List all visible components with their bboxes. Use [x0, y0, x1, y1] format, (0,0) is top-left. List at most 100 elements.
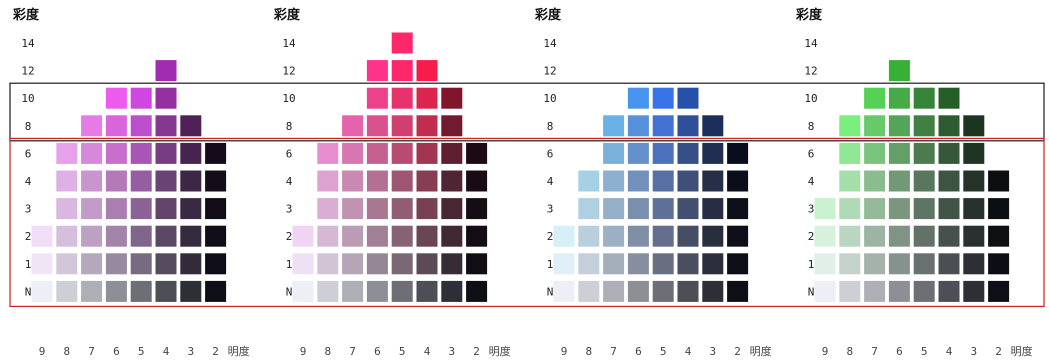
chip-1-8-6	[366, 115, 388, 137]
chip-1-N-3	[441, 280, 463, 302]
chroma-tick-0-14: 14	[21, 37, 35, 50]
chip-2-1-5	[652, 253, 674, 275]
chip-2-4-3	[702, 170, 724, 192]
chip-1-6-6	[366, 142, 388, 164]
chip-1-12-4	[416, 60, 438, 82]
chroma-tick-0-6: 6	[25, 147, 32, 160]
chip-0-3-4	[155, 198, 177, 220]
chip-1-10-6	[366, 87, 388, 109]
chroma-tick-0-3: 3	[25, 203, 32, 216]
chip-2-3-3	[702, 198, 724, 220]
chip-2-8-7	[603, 115, 625, 137]
band-frame-0	[9, 82, 1045, 142]
y-axis-title-0: 彩度	[12, 7, 40, 23]
chip-1-8-5	[391, 115, 413, 137]
chip-0-4-6	[105, 170, 127, 192]
chip-0-3-6	[105, 198, 127, 220]
chip-2-N-5	[652, 280, 674, 302]
chip-0-N-5	[130, 280, 152, 302]
chip-0-4-4	[155, 170, 177, 192]
chroma-tick-0-1: 1	[25, 258, 32, 271]
chip-1-1-4	[416, 253, 438, 275]
chip-3-4-3	[963, 170, 985, 192]
chip-3-N-3	[963, 280, 985, 302]
value-tick-2-5: 5	[660, 345, 667, 358]
chip-2-N-6	[627, 280, 649, 302]
chip-3-6-4	[938, 142, 960, 164]
chip-3-2-6	[888, 225, 910, 247]
chip-2-10-4	[677, 87, 699, 109]
chip-1-N-9	[292, 280, 314, 302]
chip-2-4-8	[578, 170, 600, 192]
value-tick-0-9: 9	[39, 345, 46, 358]
chip-2-2-8	[578, 225, 600, 247]
chip-3-2-9	[814, 225, 836, 247]
value-tick-3-6: 6	[896, 345, 903, 358]
chip-2-1-4	[677, 253, 699, 275]
chip-3-4-5	[913, 170, 935, 192]
chip-1-1-3	[441, 253, 463, 275]
chip-0-10-6	[105, 87, 127, 109]
chip-2-2-6	[627, 225, 649, 247]
chip-0-1-6	[105, 253, 127, 275]
chip-3-10-4	[938, 87, 960, 109]
chip-0-8-3	[180, 115, 202, 137]
chip-2-1-7	[603, 253, 625, 275]
chip-0-2-3	[180, 225, 202, 247]
chip-2-3-2	[727, 198, 749, 220]
chip-0-1-4	[155, 253, 177, 275]
chip-2-6-7	[603, 142, 625, 164]
value-tick-3-9: 9	[822, 345, 829, 358]
chip-1-1-5	[391, 253, 413, 275]
chip-2-1-3	[702, 253, 724, 275]
chip-3-N-2	[988, 280, 1010, 302]
chip-0-1-3	[180, 253, 202, 275]
chip-0-2-2	[205, 225, 227, 247]
chip-1-2-5	[391, 225, 413, 247]
chip-1-4-8	[317, 170, 339, 192]
chroma-tick-2-2: 2	[547, 230, 554, 243]
chip-2-N-9	[553, 280, 575, 302]
chip-0-2-5	[130, 225, 152, 247]
chip-2-10-5	[652, 87, 674, 109]
chip-2-8-5	[652, 115, 674, 137]
chroma-tick-1-4: 4	[286, 175, 293, 188]
chip-1-6-3	[441, 142, 463, 164]
chroma-tick-3-1: 1	[808, 258, 815, 271]
value-tick-2-6: 6	[635, 345, 642, 358]
chip-3-6-5	[913, 142, 935, 164]
chip-3-3-2	[988, 198, 1010, 220]
chip-0-2-9	[31, 225, 53, 247]
chip-3-10-7	[864, 87, 886, 109]
chip-2-2-4	[677, 225, 699, 247]
chip-3-3-5	[913, 198, 935, 220]
chip-2-6-4	[677, 142, 699, 164]
chip-3-2-7	[864, 225, 886, 247]
chip-2-4-6	[627, 170, 649, 192]
chip-2-1-2	[727, 253, 749, 275]
chip-0-2-7	[81, 225, 103, 247]
chroma-tick-3-4: 4	[808, 175, 815, 188]
chroma-tick-3-14: 14	[804, 37, 818, 50]
chip-0-3-2	[205, 198, 227, 220]
chip-1-2-8	[317, 225, 339, 247]
chip-1-8-7	[342, 115, 364, 137]
chip-2-6-3	[702, 142, 724, 164]
chip-3-10-6	[888, 87, 910, 109]
value-tick-2-9: 9	[561, 345, 568, 358]
chip-3-4-8	[839, 170, 861, 192]
chip-1-N-7	[342, 280, 364, 302]
chip-1-1-7	[342, 253, 364, 275]
chroma-tick-3-8: 8	[808, 120, 815, 133]
chip-2-10-6	[627, 87, 649, 109]
chroma-tick-3-10: 10	[804, 92, 817, 105]
chip-0-6-6	[105, 142, 127, 164]
chip-0-1-5	[130, 253, 152, 275]
chip-1-2-2	[466, 225, 488, 247]
chip-1-3-4	[416, 198, 438, 220]
chroma-tick-2-14: 14	[543, 37, 557, 50]
chip-1-N-2	[466, 280, 488, 302]
chroma-tick-0-12: 12	[21, 65, 34, 78]
chip-1-4-6	[366, 170, 388, 192]
chip-1-N-6	[366, 280, 388, 302]
